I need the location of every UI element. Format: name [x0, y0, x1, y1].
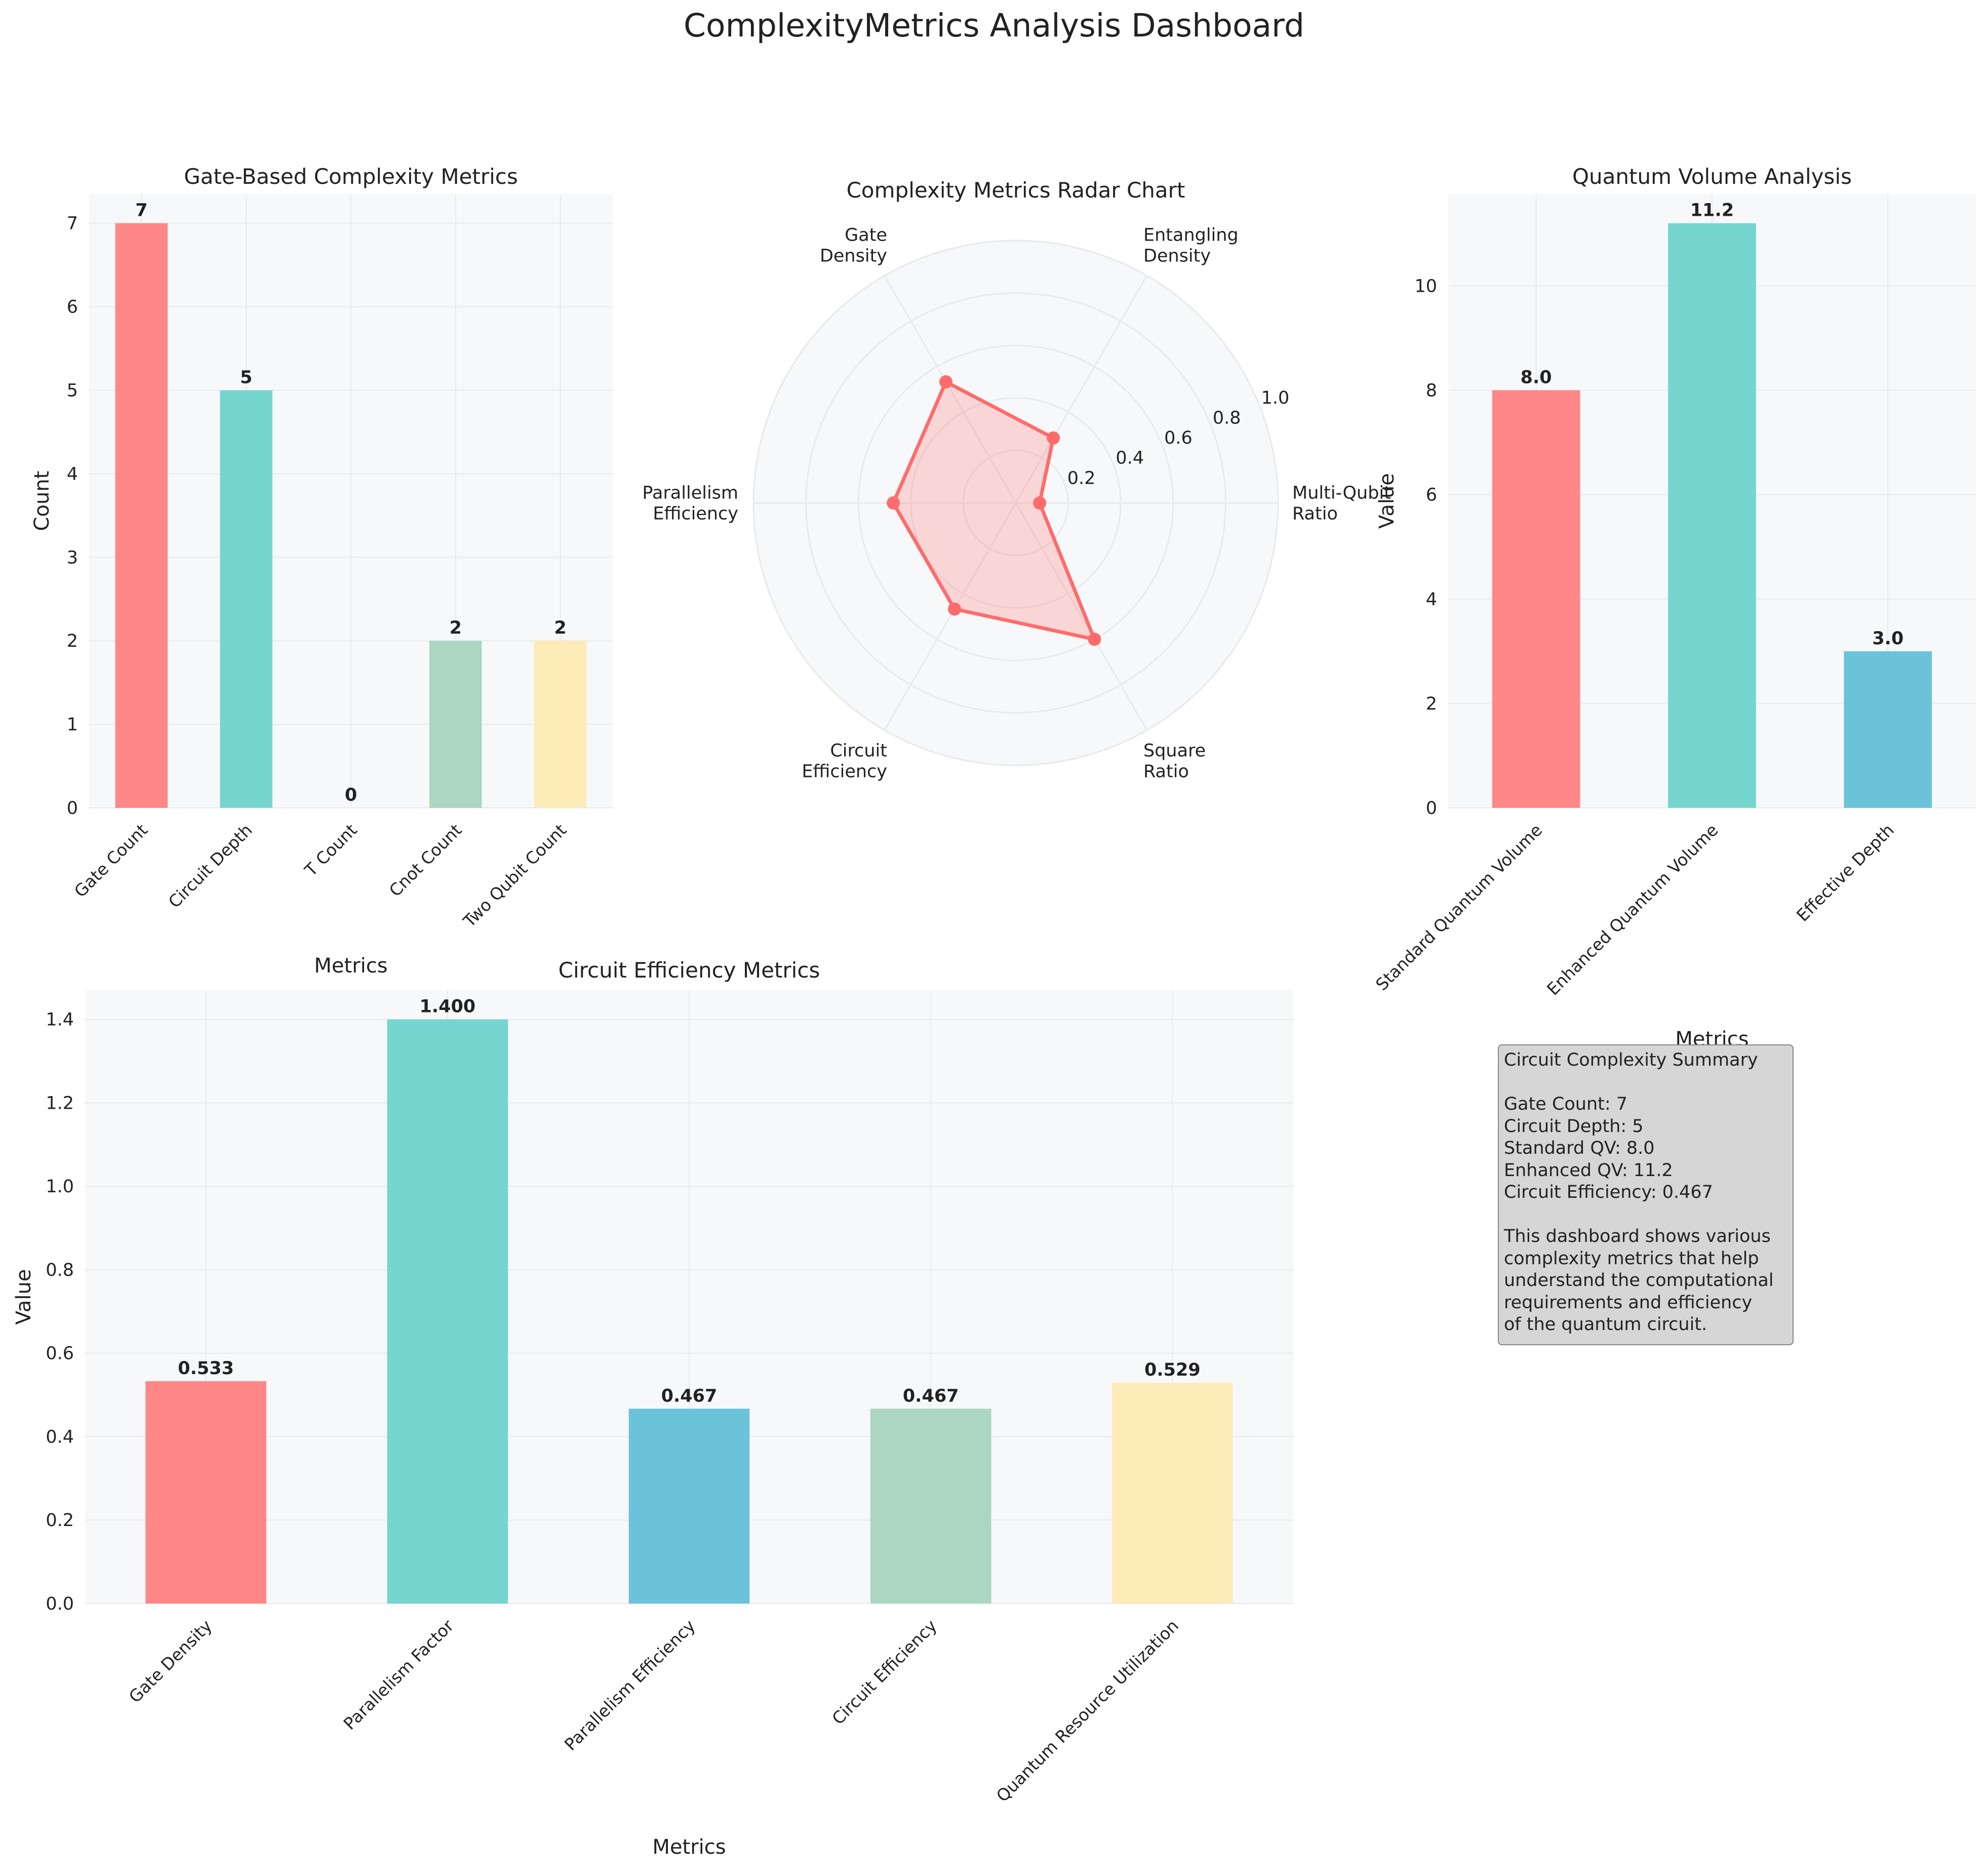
ytick-label: 0.4	[46, 1427, 74, 1447]
ytick-label: 0.8	[46, 1260, 74, 1280]
radar-point-multi-qubit-ratio	[1033, 496, 1047, 510]
value-label: 0.533	[178, 1358, 234, 1379]
radar-chart: 0.2 0.4 0.6 0.8 1.0 Multi-Qubit Ratio Entanglin…	[642, 178, 1390, 782]
radial-tick-label: 0.6	[1164, 428, 1192, 448]
xtick-label: T Count	[300, 820, 361, 880]
radar-axis-label: Entangling Density	[1143, 225, 1239, 266]
xtick-label: Two Qubit Count	[459, 820, 570, 931]
ytick-label: 4	[67, 464, 78, 484]
radar-axis-label: Gate Density	[820, 225, 887, 266]
bar-enhanced-quantum-volume	[1668, 223, 1756, 808]
value-label: 1.400	[419, 997, 475, 1017]
bar-standard-quantum-volume	[1492, 390, 1580, 808]
ytick-label: 2	[67, 631, 78, 651]
bar-two-qubit-count	[534, 641, 587, 808]
chart-title: Circuit Efficiency Metrics	[559, 958, 820, 983]
ytick-label: 0.0	[46, 1594, 74, 1614]
xtick-label: Cnot Count	[385, 820, 466, 901]
ytick-label: 6	[67, 297, 78, 318]
ytick-label: 10	[1414, 276, 1437, 296]
ytick-label: 7	[67, 214, 78, 234]
radar-point-parallelism-efficiency	[887, 496, 900, 510]
ytick-label: 8	[1426, 381, 1437, 401]
bar-cnot-count	[429, 641, 482, 808]
radar-point-entangling-density	[1047, 431, 1060, 445]
xtick-label: Circuit Depth	[165, 820, 256, 912]
gate-metrics-chart: 0 1 2 3 4 5 6 7 7 Gate Count 5 Circuit Depth 0 T Coun…	[30, 164, 613, 978]
value-label: 8.0	[1521, 368, 1552, 388]
ytick-label: 1	[67, 715, 78, 735]
radial-tick-label: 1.0	[1261, 388, 1290, 408]
radar-point-gate-density	[939, 375, 952, 388]
chart-title: Gate-Based Complexity Metrics	[184, 164, 518, 189]
bar-effective-depth	[1844, 651, 1932, 808]
radial-tick-label: 0.8	[1213, 408, 1241, 428]
ytick-label: 1.4	[46, 1010, 74, 1030]
radial-tick-label: 0.2	[1067, 468, 1096, 488]
radar-axis-label: Multi-Qubit Ratio	[1292, 483, 1391, 524]
page-title: ComplexityMetrics Analysis Dashboard	[684, 7, 1304, 44]
bar-gate-count	[115, 223, 168, 808]
radar-fill	[893, 381, 1095, 640]
value-label: 0	[345, 785, 357, 805]
radar-axis-label: Parallelism Efficiency	[642, 483, 738, 524]
bar-quantum-resource-utilization	[1112, 1383, 1233, 1604]
ytick-label: 0	[1426, 798, 1437, 818]
value-label: 0.467	[903, 1386, 959, 1406]
radar-spoke	[884, 502, 1017, 731]
chart-title: Complexity Metrics Radar Chart	[847, 178, 1185, 203]
radar-axis-label: Square Ratio	[1143, 741, 1206, 782]
ytick-label: 0	[67, 798, 78, 818]
value-label: 5	[240, 368, 252, 388]
xtick-label: Quantum Resource Utilization	[992, 1616, 1182, 1806]
ytick-label: 1.0	[46, 1177, 74, 1197]
radar-spoke	[1015, 275, 1148, 503]
summary-box: Circuit Complexity Summary Gate Count: 7…	[1498, 1044, 1794, 1345]
ytick-label: 0.2	[46, 1510, 74, 1531]
value-label: 0.529	[1144, 1360, 1201, 1380]
quantum-volume-chart: 0 2 4 6 8 10 8.0 Standard Quantum Volume 11.2 Enh…	[1372, 164, 1976, 1051]
ytick-label: 2	[1426, 694, 1437, 714]
y-axis-label: Value	[12, 1269, 35, 1325]
radial-tick-label: 0.4	[1116, 448, 1144, 469]
xtick-label: Enhanced Quantum Volume	[1543, 820, 1722, 999]
xtick-label: Gate Density	[125, 1616, 216, 1707]
ytick-label: 5	[67, 381, 78, 401]
x-axis-label: Metrics	[314, 954, 387, 978]
value-label: 11.2	[1690, 201, 1734, 221]
radar-spoke	[1015, 502, 1148, 731]
y-axis-label: Value	[1375, 473, 1399, 529]
radar-point-circuit-efficiency	[948, 602, 962, 616]
radar-axis-label: Circuit Efficiency	[802, 741, 887, 782]
xtick-label: Gate Count	[70, 820, 151, 901]
bar-gate-density	[145, 1381, 266, 1604]
xtick-label: Circuit Efficiency	[828, 1616, 941, 1729]
radar-spoke	[884, 275, 1017, 503]
value-label: 2	[450, 618, 462, 638]
ytick-label: 3	[67, 548, 78, 568]
ytick-label: 1.2	[46, 1093, 74, 1113]
y-axis-label: Count	[30, 471, 54, 531]
xtick-label: Effective Depth	[1793, 820, 1898, 925]
bar-circuit-efficiency	[870, 1409, 991, 1604]
value-label: 7	[135, 201, 147, 221]
bar-parallelism-factor	[387, 1019, 508, 1604]
x-axis-label: Metrics	[652, 1836, 726, 1859]
value-label: 3.0	[1872, 629, 1903, 649]
bar-parallelism-efficiency	[628, 1409, 750, 1604]
ytick-label: 4	[1426, 590, 1437, 610]
ytick-label: 6	[1426, 485, 1437, 505]
value-label: 2	[554, 618, 566, 638]
xtick-label: Standard Quantum Volume	[1372, 820, 1546, 994]
bar-circuit-depth	[220, 390, 272, 808]
efficiency-metrics-chart: 0.0 0.2 0.4 0.6 0.8 1.0 1.2 1.4 0.533 Gate Densit…	[12, 958, 1293, 1859]
chart-title: Quantum Volume Analysis	[1572, 164, 1852, 189]
xtick-label: Parallelism Factor	[340, 1616, 458, 1734]
value-label: 0.467	[661, 1386, 718, 1406]
ytick-label: 0.6	[46, 1344, 74, 1364]
radar-point-square-ratio	[1088, 633, 1101, 646]
xtick-label: Parallelism Efficiency	[561, 1616, 699, 1754]
